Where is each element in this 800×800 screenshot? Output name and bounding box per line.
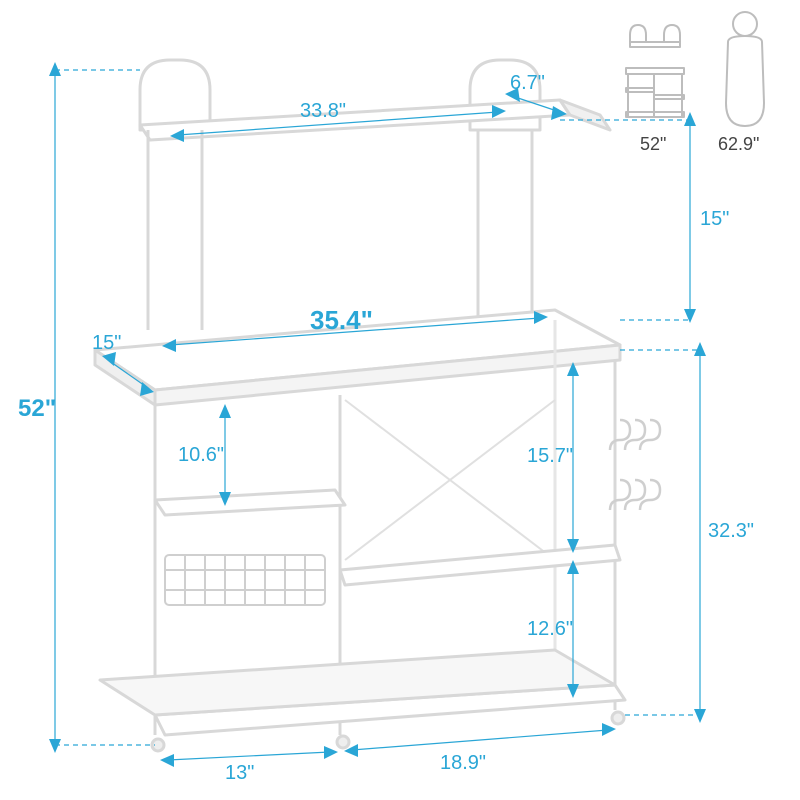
dim-lower-height: 32.3" [708, 520, 754, 543]
dim-top-width: 33.8" [300, 100, 346, 123]
reference-rack [620, 20, 690, 130]
dim-bottom-right: 18.9" [440, 752, 486, 775]
dim-bottom-left: 13" [225, 762, 254, 785]
reference-person [710, 8, 780, 133]
dim-right-clearance: 15.7" [527, 445, 573, 468]
dim-top-depth: 6.7" [510, 72, 545, 95]
diagram-stage: 52" 33.8" 6.7" 15" 35.4" 15" 10.6" 15.7"… [0, 0, 800, 800]
dim-top-clearance: 15" [700, 208, 729, 231]
dim-lower-right-clearance: 12.6" [527, 618, 573, 641]
dim-left-mid-clearance: 10.6" [178, 444, 224, 467]
dim-total-height: 52" [18, 395, 56, 423]
dim-counter-depth: 15" [92, 332, 121, 355]
reference-rack-label: 52" [640, 134, 666, 155]
reference-person-label: 62.9" [718, 134, 759, 155]
dim-counter-width: 35.4" [310, 305, 373, 336]
